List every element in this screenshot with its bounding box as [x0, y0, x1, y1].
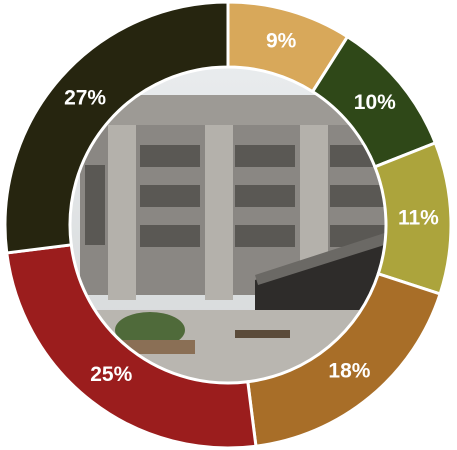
donut-slice [3, 0, 230, 255]
bench [235, 330, 290, 338]
slice-label: 27% [64, 87, 106, 110]
canopy [255, 228, 386, 285]
slice-label: 25% [90, 363, 132, 386]
slice-label: 11% [398, 207, 439, 230]
slice-label: 10% [354, 91, 396, 114]
donut-slice [5, 243, 258, 450]
slice-label: 18% [328, 359, 370, 382]
shrubs [115, 312, 185, 348]
slice-label: 9% [266, 30, 297, 53]
